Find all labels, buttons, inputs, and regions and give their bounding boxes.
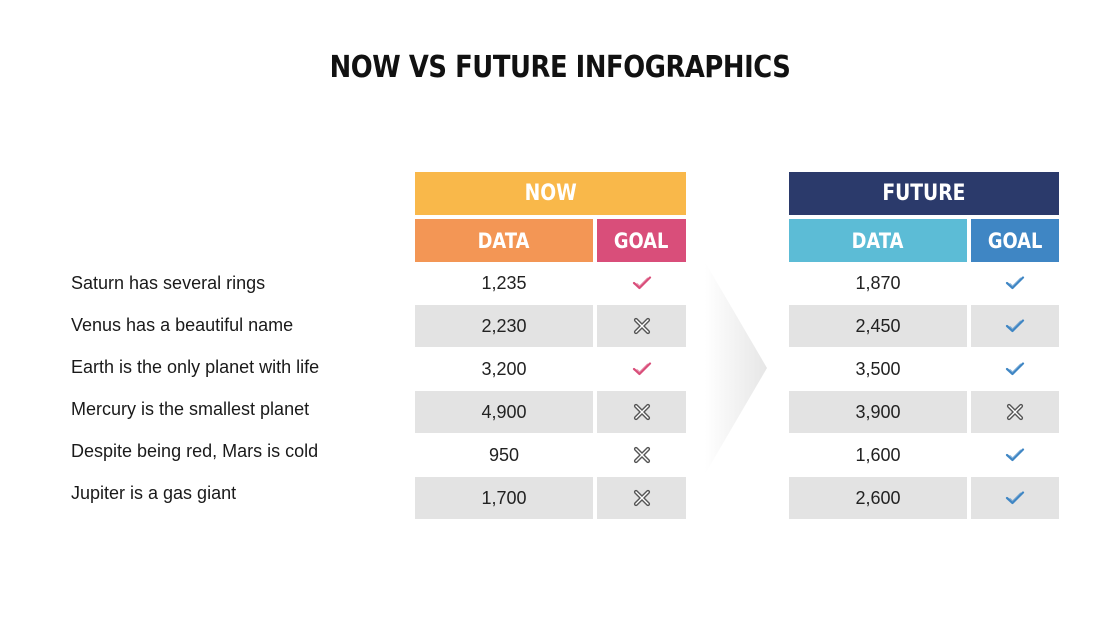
now-data-cell: 1,700 [415, 477, 593, 519]
row-label: Jupiter is a gas giant [71, 483, 237, 503]
now-header-label: NOW [524, 181, 577, 206]
future-goal-cell [971, 348, 1059, 390]
data-value: 1,700 [481, 487, 527, 508]
check-icon [1004, 358, 1026, 380]
now-data-cell: 2,230 [415, 305, 593, 347]
now-data-cell: 1,235 [415, 262, 593, 304]
data-value: 3,200 [481, 358, 527, 379]
future-goal-header: GOAL [971, 219, 1059, 262]
row-label: Earth is the only planet with life [71, 357, 320, 377]
future-goal-cell [971, 305, 1059, 347]
now-goal-label: GOAL [614, 228, 669, 253]
future-header-label: FUTURE [882, 181, 966, 206]
row-label: Saturn has several rings [71, 273, 266, 293]
now-data-label: DATA [478, 228, 530, 253]
future-data-cell: 1,600 [789, 434, 967, 476]
data-value: 2,450 [855, 315, 901, 336]
data-value: 2,230 [481, 315, 527, 336]
chevron-arrow-icon [705, 262, 767, 474]
now-goal-cell [597, 434, 686, 476]
cross-icon [631, 401, 653, 423]
now-goal-cell [597, 391, 686, 433]
data-value: 1,235 [481, 272, 527, 293]
future-data-label: DATA [852, 228, 904, 253]
now-data-cell: 950 [415, 434, 593, 476]
future-goal-cell [971, 391, 1059, 433]
now-goal-header: GOAL [597, 219, 686, 262]
check-icon [631, 272, 653, 294]
future-goal-cell [971, 434, 1059, 476]
check-icon [1004, 315, 1026, 337]
row-label: Despite being red, Mars is cold [71, 441, 319, 461]
now-data-cell: 4,900 [415, 391, 593, 433]
page-title: NOW VS FUTURE INFOGRAPHICS [329, 50, 791, 85]
now-goal-cell [597, 348, 686, 390]
data-value: 4,900 [481, 401, 527, 422]
future-data-cell: 1,870 [789, 262, 967, 304]
data-value: 3,500 [855, 358, 901, 379]
now-header: NOW [415, 172, 686, 215]
row-label: Mercury is the smallest planet [71, 399, 310, 419]
future-goal-cell [971, 477, 1059, 519]
now-data-header: DATA [415, 219, 593, 262]
now-goal-cell [597, 305, 686, 347]
data-value: 2,600 [855, 487, 901, 508]
future-data-header: DATA [789, 219, 967, 262]
now-goal-cell [597, 477, 686, 519]
check-icon [1004, 444, 1026, 466]
now-goal-cell [597, 262, 686, 304]
cross-icon [631, 444, 653, 466]
data-value: 3,900 [855, 401, 901, 422]
cross-icon [631, 487, 653, 509]
future-data-cell: 3,900 [789, 391, 967, 433]
now-data-cell: 3,200 [415, 348, 593, 390]
future-data-cell: 2,450 [789, 305, 967, 347]
future-header: FUTURE [789, 172, 1059, 215]
future-data-cell: 2,600 [789, 477, 967, 519]
row-label: Venus has a beautiful name [71, 315, 294, 335]
data-value: 1,870 [855, 272, 901, 293]
cross-icon [631, 315, 653, 337]
cross-icon [1004, 401, 1026, 423]
check-icon [1004, 272, 1026, 294]
check-icon [1004, 487, 1026, 509]
future-goal-cell [971, 262, 1059, 304]
row-labels: Saturn has several rings Venus has a bea… [71, 262, 319, 515]
future-goal-label: GOAL [987, 228, 1043, 253]
check-icon [631, 358, 653, 380]
data-value: 950 [488, 444, 520, 465]
data-value: 1,600 [855, 444, 901, 465]
future-data-cell: 3,500 [789, 348, 967, 390]
